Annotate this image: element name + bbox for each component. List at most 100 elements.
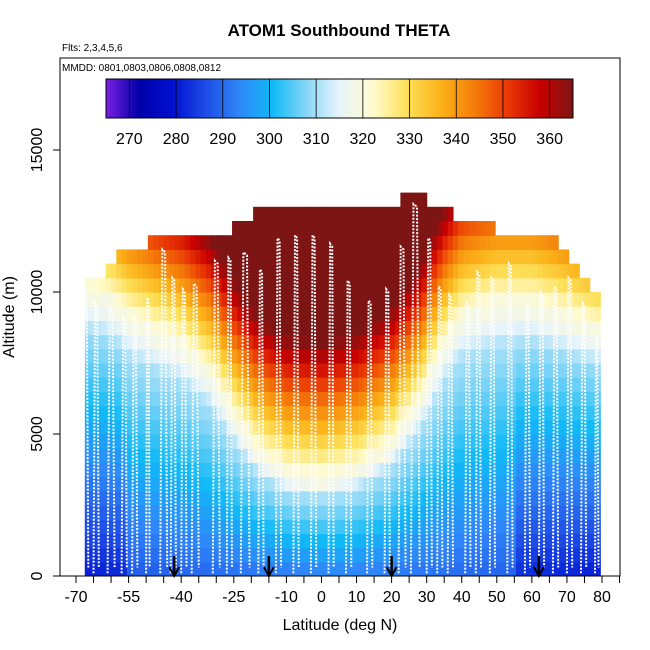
heatmap-cell [174, 277, 181, 293]
heatmap-cell [426, 320, 433, 336]
heatmap-cell [353, 206, 359, 222]
heatmap-cell [500, 334, 507, 350]
heatmap-cell [463, 363, 470, 378]
heatmap-cell [310, 561, 317, 576]
heatmap-cell [542, 363, 549, 378]
heatmap-cell [510, 405, 517, 421]
heatmap-cell [279, 391, 286, 407]
heatmap-cell [331, 263, 338, 279]
heatmap-cell [195, 533, 202, 549]
heatmap-cell [384, 263, 391, 279]
heatmap-cell [211, 377, 217, 392]
heatmap-cell [258, 221, 265, 236]
heatmap-cell [221, 292, 228, 307]
heatmap-cell [253, 235, 259, 250]
heatmap-cell [226, 334, 233, 350]
heatmap-cell [484, 263, 491, 279]
heatmap-cell [310, 391, 317, 407]
heatmap-cell [263, 391, 270, 407]
heatmap-cell [111, 434, 117, 449]
heatmap-cell [589, 292, 596, 307]
heatmap-cell [516, 277, 522, 293]
heatmap-cell [316, 206, 323, 222]
heatmap-cell [284, 505, 291, 520]
heatmap-cell [510, 249, 517, 265]
heatmap-cell [584, 334, 591, 350]
heatmap-cell [310, 519, 317, 534]
heatmap-cell [489, 363, 496, 378]
heatmap-cell [121, 306, 128, 321]
heatmap-cell [484, 448, 491, 463]
heatmap-cell [342, 277, 349, 293]
heatmap-cell [179, 561, 186, 576]
heatmap-cell [321, 547, 328, 563]
heatmap-cell [531, 277, 538, 293]
heatmap-cell [531, 476, 538, 492]
heatmap-cell [416, 462, 423, 478]
heatmap-cell [353, 519, 359, 534]
heatmap-cell [368, 277, 375, 293]
heatmap-cell [547, 419, 554, 435]
heatmap-cell [510, 263, 517, 279]
heatmap-cell [537, 391, 543, 407]
heatmap-cell [247, 249, 254, 265]
heatmap-cell [573, 334, 580, 350]
heatmap-cell [479, 292, 486, 307]
heatmap-cell [189, 391, 196, 407]
heatmap-cell [221, 519, 228, 534]
heatmap-cell [268, 334, 275, 350]
heatmap-cell [452, 263, 459, 279]
heatmap-cell [442, 377, 449, 392]
heatmap-cell [558, 306, 565, 321]
heatmap-cell [589, 419, 596, 435]
heatmap-cell [358, 490, 365, 506]
heatmap-cell [379, 263, 386, 279]
heatmap-cell [353, 221, 359, 236]
heatmap-cell [500, 277, 507, 293]
heatmap-cell [168, 377, 175, 392]
heatmap-cell [547, 533, 554, 549]
heatmap-cell [353, 462, 359, 478]
heatmap-cell [363, 249, 370, 265]
heatmap-cell [410, 206, 417, 222]
heatmap-cell [174, 235, 181, 250]
heatmap-cell [226, 363, 233, 378]
heatmap-cell [168, 391, 175, 407]
heatmap-cell [389, 334, 396, 350]
heatmap-cell [400, 434, 407, 449]
heatmap-cell [147, 476, 154, 492]
heatmap-cell [221, 476, 228, 492]
heatmap-cell [316, 263, 323, 279]
heatmap-cell [337, 476, 344, 492]
heatmap-cell [405, 462, 412, 478]
heatmap-cell [195, 547, 202, 563]
heatmap-cell [258, 448, 265, 463]
heatmap-cell [510, 277, 517, 293]
heatmap-cell [379, 448, 386, 463]
heatmap-cell [195, 348, 202, 364]
heatmap-cell [573, 533, 580, 549]
heatmap-cell [226, 235, 233, 250]
heatmap-cell [137, 405, 144, 421]
heatmap-cell [594, 320, 601, 336]
heatmap-cell [474, 377, 480, 392]
x-tick-label: 60 [523, 589, 541, 606]
heatmap-cell [421, 505, 428, 520]
heatmap-cell [594, 292, 601, 307]
heatmap-cell [552, 391, 559, 407]
heatmap-cell [389, 221, 396, 236]
heatmap-cell [568, 306, 575, 321]
heatmap-cell [147, 490, 154, 506]
heatmap-cell [337, 448, 344, 463]
heatmap-cell [195, 235, 202, 250]
heatmap-cell [116, 405, 123, 421]
heatmap-cell [121, 405, 128, 421]
heatmap-cell [310, 249, 317, 265]
heatmap-cell [421, 405, 428, 421]
flight-track [169, 274, 177, 574]
heatmap-cell [368, 334, 375, 350]
heatmap-cell [263, 561, 270, 576]
heatmap-cell [558, 405, 565, 421]
heatmap-cell [447, 363, 454, 378]
heatmap-cell [389, 249, 396, 265]
